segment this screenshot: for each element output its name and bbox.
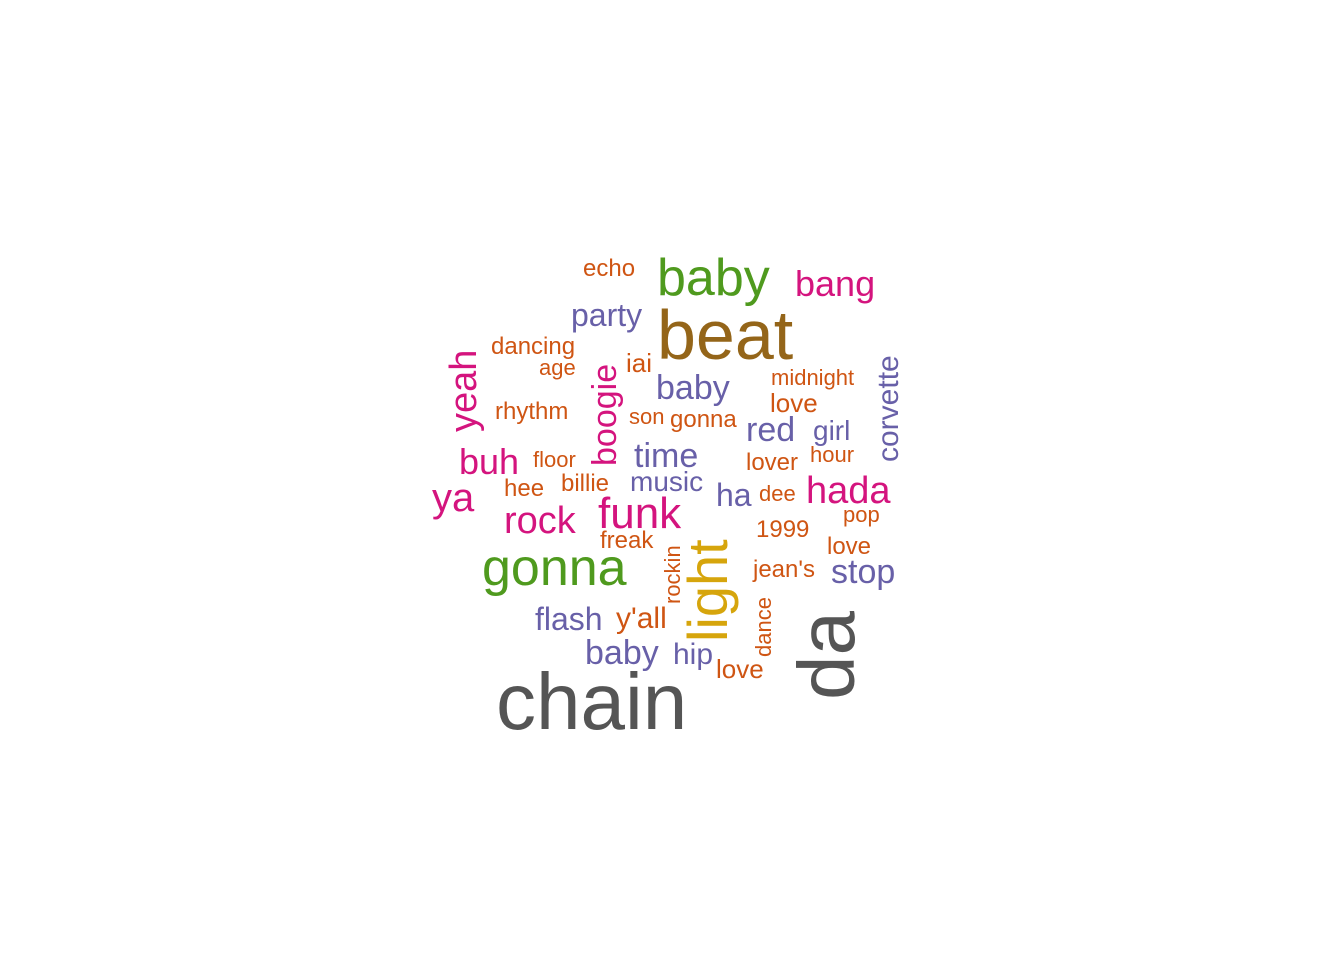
word-love-bottom: love — [716, 654, 764, 684]
word-yall: y'all — [616, 602, 667, 635]
word-jeans: jean's — [753, 556, 815, 583]
word-buh: buh — [459, 441, 520, 482]
word-midnight: midnight — [771, 365, 855, 390]
word-hada: hada — [806, 470, 891, 512]
word-baby-middle: baby — [656, 369, 730, 407]
word-gonna-small: gonna — [670, 406, 737, 433]
word-party: party — [571, 297, 643, 333]
word-gonna-large: gonna — [482, 539, 627, 597]
word-hee: hee — [504, 475, 545, 502]
word-da: da — [782, 611, 871, 700]
word-stop: stop — [831, 553, 896, 591]
word-rhythm: rhythm — [495, 398, 569, 425]
word-ha: ha — [716, 477, 752, 513]
word-ya: ya — [432, 476, 475, 520]
word-beat: beat — [657, 296, 794, 374]
word-yeah: yeah — [443, 349, 485, 432]
word-girl: girl — [813, 415, 851, 446]
word-music: music — [630, 466, 704, 497]
word-lover: lover — [746, 449, 799, 476]
word-hip: hip — [673, 638, 714, 671]
word-chain: chain — [496, 657, 688, 746]
word-dee: dee — [759, 481, 796, 506]
word-love-upper: love — [770, 388, 818, 418]
word-hour: hour — [810, 442, 855, 467]
word-echo: echo — [583, 255, 636, 282]
word-dance: dance — [751, 597, 776, 657]
word-age: age — [539, 355, 576, 380]
word-pop: pop — [843, 502, 880, 527]
word-iai: iai — [626, 348, 653, 378]
word-floor: floor — [533, 447, 576, 472]
word-baby-top: baby — [657, 249, 770, 307]
word-bang: bang — [795, 263, 876, 304]
word-corvette: corvette — [872, 355, 905, 462]
word-rockin: rockin — [660, 545, 685, 604]
word-freak: freak — [600, 527, 654, 554]
word-1999: 1999 — [756, 516, 810, 543]
word-flash: flash — [535, 601, 603, 637]
word-light: light — [676, 539, 739, 642]
word-dancing: dancing — [491, 333, 576, 360]
word-son: son — [629, 404, 665, 429]
word-rock: rock — [504, 500, 576, 542]
word-boogie: boogie — [586, 363, 624, 466]
word-red: red — [746, 411, 796, 449]
word-funk: funk — [598, 489, 682, 538]
word-billie: billie — [561, 470, 610, 497]
word-baby-bottom: baby — [585, 634, 659, 672]
word-love-middle: love — [827, 533, 872, 560]
word-time: time — [634, 437, 699, 475]
